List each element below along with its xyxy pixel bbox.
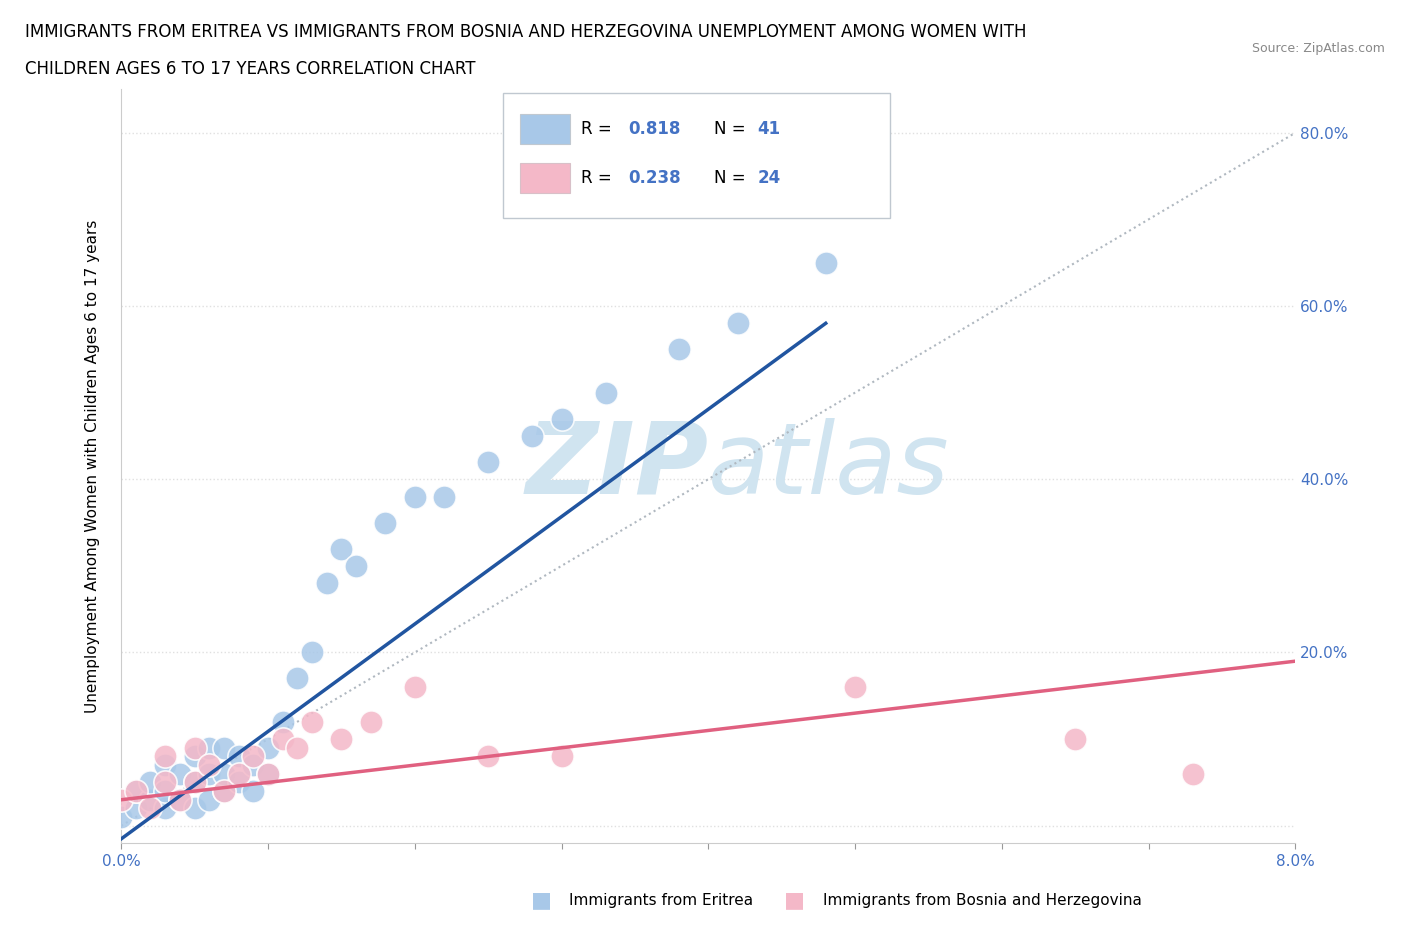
Point	[301, 645, 323, 660]
Point	[110, 792, 132, 807]
Point	[212, 784, 235, 799]
Point	[477, 749, 499, 764]
Point	[330, 541, 353, 556]
Point	[301, 714, 323, 729]
Point	[212, 784, 235, 799]
Text: Immigrants from Eritrea: Immigrants from Eritrea	[569, 893, 754, 908]
Point	[183, 775, 205, 790]
Point	[550, 749, 572, 764]
Point	[360, 714, 382, 729]
Y-axis label: Unemployment Among Women with Children Ages 6 to 17 years: Unemployment Among Women with Children A…	[86, 219, 100, 713]
Point	[315, 576, 337, 591]
Point	[198, 758, 221, 773]
Point	[228, 766, 250, 781]
Point	[257, 766, 280, 781]
Text: N =: N =	[714, 120, 751, 138]
Point	[198, 792, 221, 807]
Point	[169, 792, 191, 807]
Point	[550, 411, 572, 426]
Point	[153, 775, 176, 790]
Text: R =: R =	[582, 169, 617, 187]
Point	[1064, 732, 1087, 747]
Point	[153, 801, 176, 816]
Point	[153, 784, 176, 799]
Point	[242, 758, 264, 773]
Point	[285, 740, 308, 755]
Point	[595, 385, 617, 400]
Text: Immigrants from Bosnia and Herzegovina: Immigrants from Bosnia and Herzegovina	[823, 893, 1142, 908]
Text: 41: 41	[758, 120, 780, 138]
Point	[271, 732, 294, 747]
Point	[125, 784, 148, 799]
Point	[183, 801, 205, 816]
Point	[814, 255, 837, 270]
Point	[153, 749, 176, 764]
Text: atlas: atlas	[709, 418, 950, 514]
Point	[139, 801, 162, 816]
Point	[183, 740, 205, 755]
Point	[198, 766, 221, 781]
Point	[228, 749, 250, 764]
Text: 0.818: 0.818	[628, 120, 681, 138]
Point	[1181, 766, 1204, 781]
Point	[257, 766, 280, 781]
Point	[433, 489, 456, 504]
Point	[520, 429, 543, 444]
Text: CHILDREN AGES 6 TO 17 YEARS CORRELATION CHART: CHILDREN AGES 6 TO 17 YEARS CORRELATION …	[25, 60, 475, 78]
Text: ■: ■	[531, 890, 551, 910]
FancyBboxPatch shape	[520, 164, 569, 193]
Point	[153, 758, 176, 773]
FancyBboxPatch shape	[520, 113, 569, 143]
Point	[110, 810, 132, 825]
Point	[125, 784, 148, 799]
Text: N =: N =	[714, 169, 751, 187]
Point	[183, 775, 205, 790]
Point	[668, 342, 690, 357]
Point	[242, 784, 264, 799]
Point	[125, 801, 148, 816]
Point	[727, 316, 749, 331]
FancyBboxPatch shape	[503, 93, 890, 218]
Text: R =: R =	[582, 120, 617, 138]
Point	[285, 671, 308, 686]
Point	[330, 732, 353, 747]
Point	[404, 680, 426, 695]
Point	[139, 775, 162, 790]
Text: 0.238: 0.238	[628, 169, 681, 187]
Point	[139, 792, 162, 807]
Text: IMMIGRANTS FROM ERITREA VS IMMIGRANTS FROM BOSNIA AND HERZEGOVINA UNEMPLOYMENT A: IMMIGRANTS FROM ERITREA VS IMMIGRANTS FR…	[25, 23, 1026, 41]
Point	[257, 740, 280, 755]
Text: Source: ZipAtlas.com: Source: ZipAtlas.com	[1251, 42, 1385, 55]
Point	[477, 455, 499, 470]
Text: 24: 24	[758, 169, 780, 187]
Point	[271, 714, 294, 729]
Point	[228, 775, 250, 790]
Point	[212, 740, 235, 755]
Point	[198, 740, 221, 755]
Point	[169, 766, 191, 781]
Point	[844, 680, 866, 695]
Point	[212, 766, 235, 781]
Point	[344, 558, 367, 573]
Text: ZIP: ZIP	[526, 418, 709, 514]
Text: ■: ■	[785, 890, 804, 910]
Point	[242, 749, 264, 764]
Point	[374, 515, 396, 530]
Point	[183, 749, 205, 764]
Point	[169, 792, 191, 807]
Point	[404, 489, 426, 504]
